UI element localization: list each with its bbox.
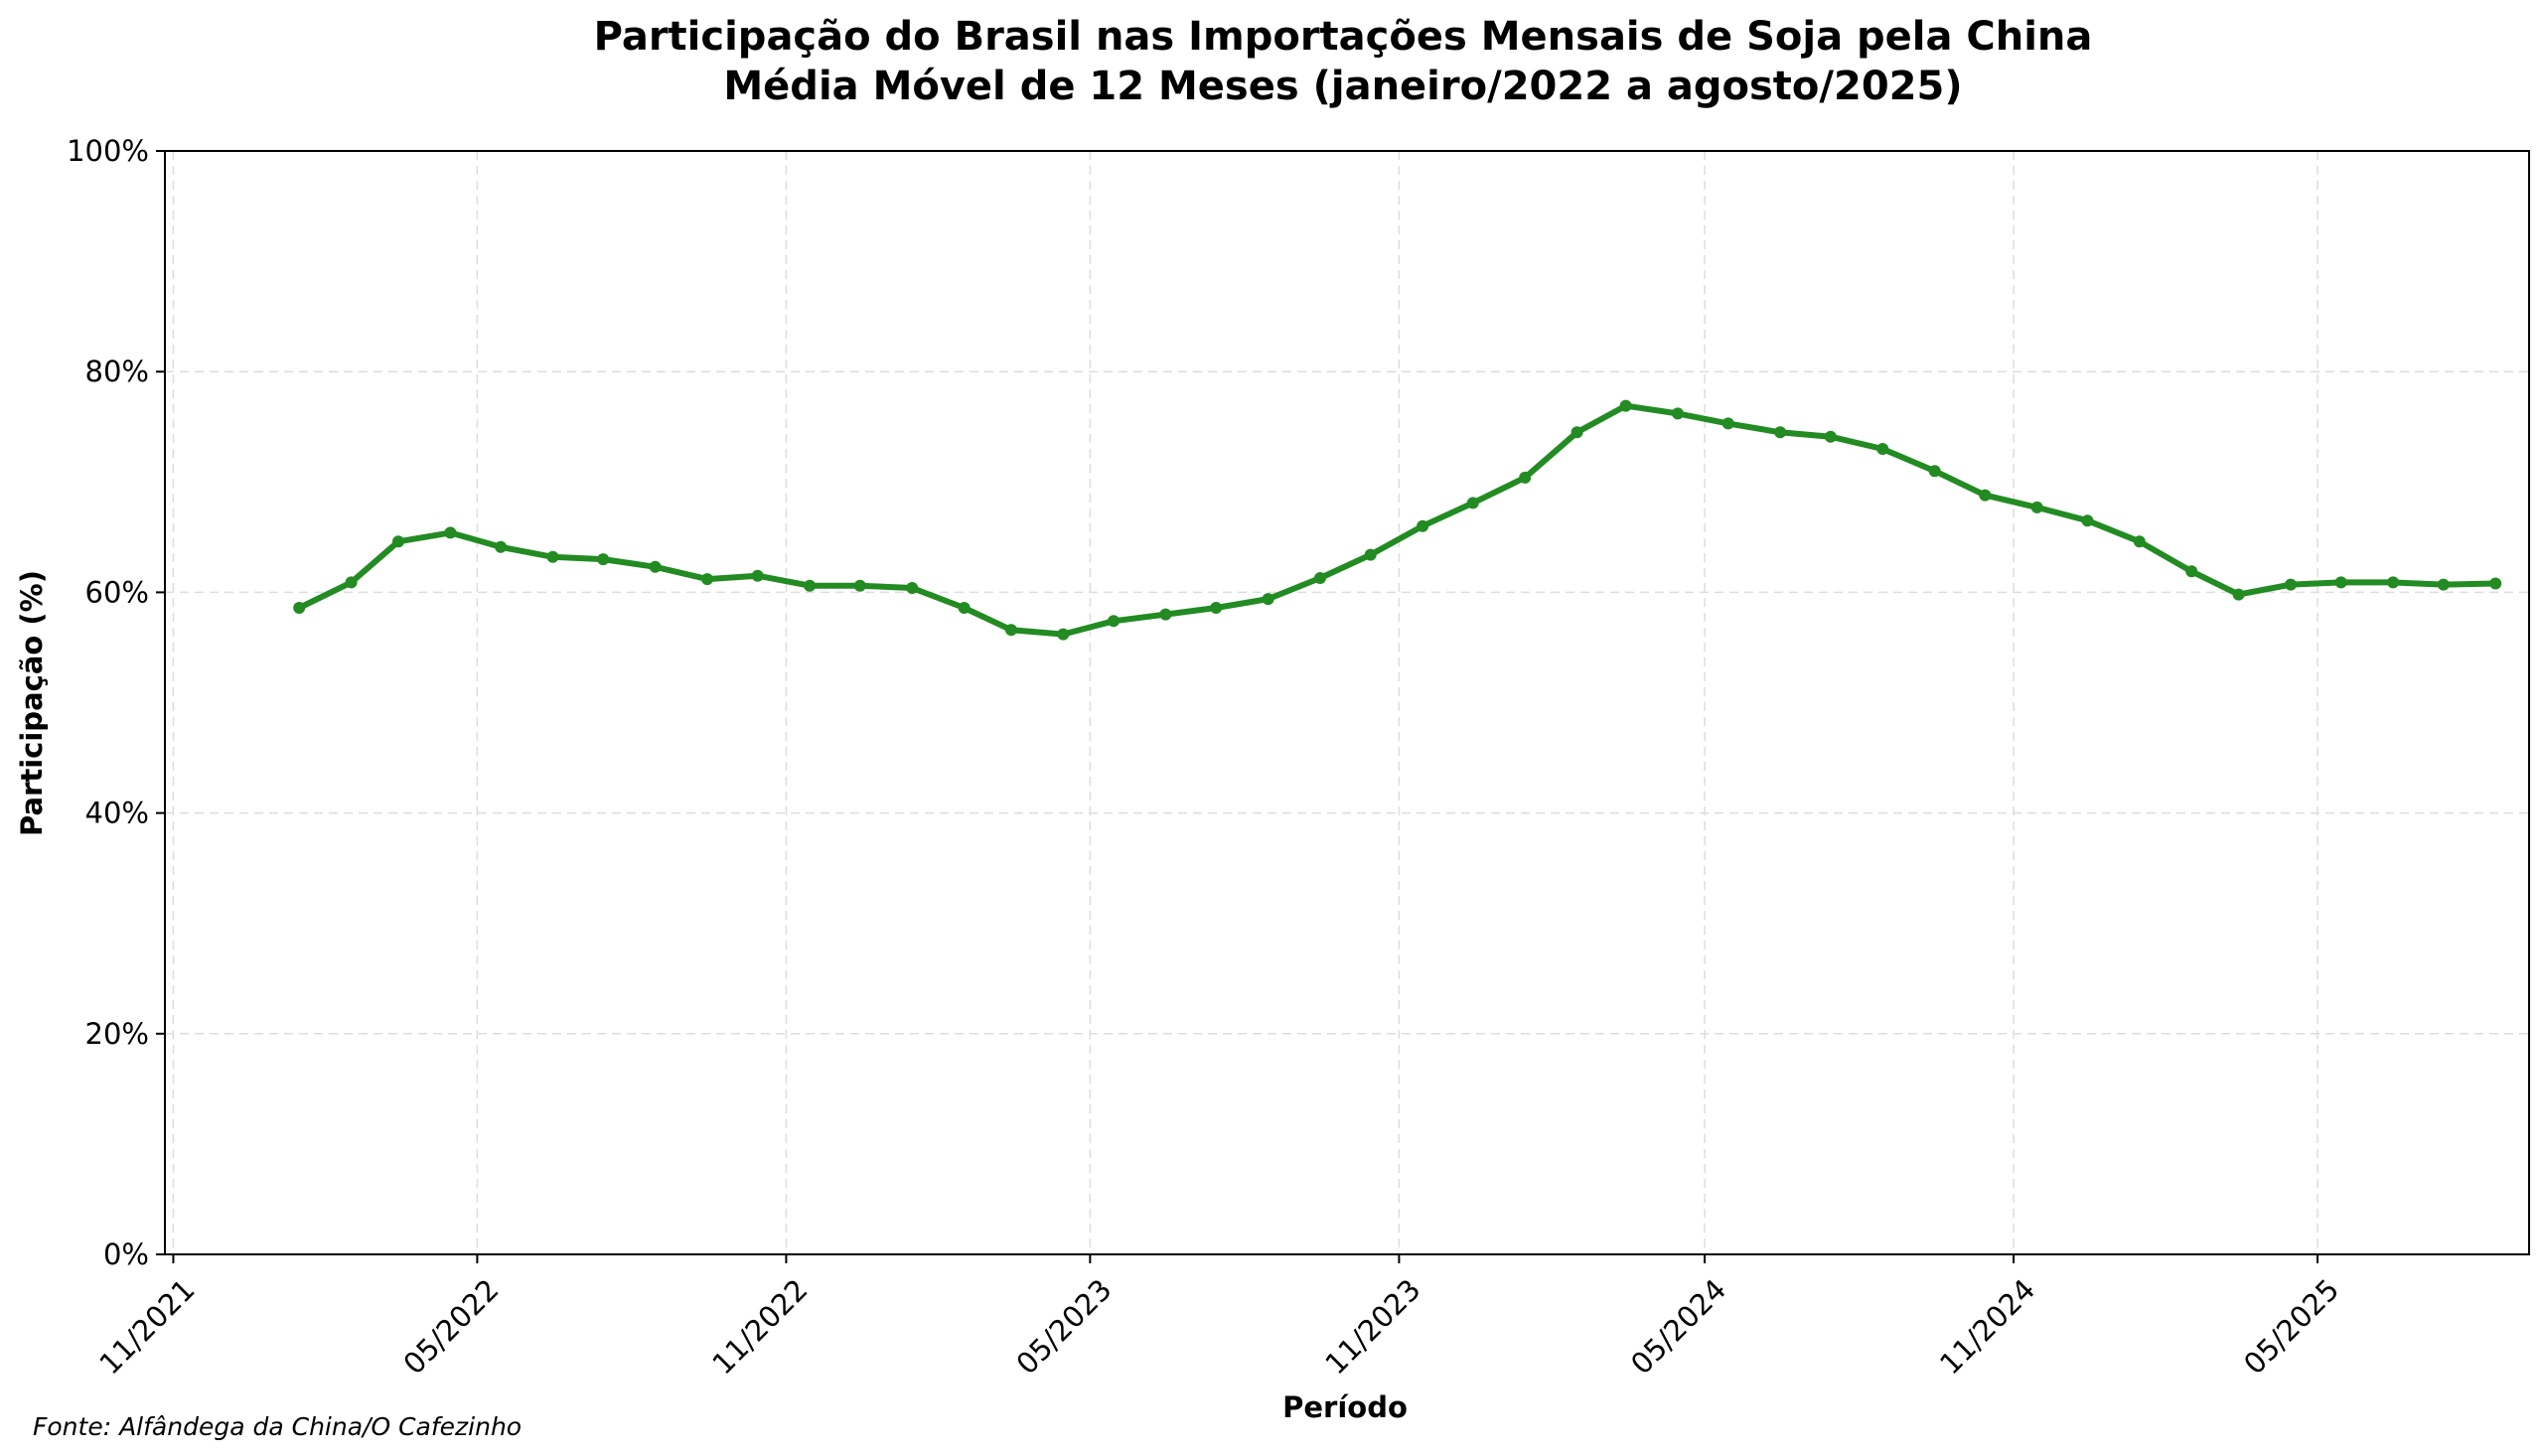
data-point <box>1108 615 1120 628</box>
x-tick-label: 11/2023 <box>1318 1272 1426 1381</box>
data-point <box>495 540 508 553</box>
data-point <box>293 602 306 614</box>
data-point <box>1721 417 1734 430</box>
data-point <box>1262 593 1274 606</box>
data-point <box>958 602 971 614</box>
x-tick-label: 05/2023 <box>1009 1272 1118 1381</box>
data-point <box>853 579 866 592</box>
data-point <box>701 573 713 586</box>
x-tick-label: 05/2022 <box>396 1272 505 1381</box>
data-point <box>2232 588 2245 601</box>
data-point <box>2133 535 2146 548</box>
data-point <box>1159 608 1172 621</box>
y-tick-label: 20% <box>85 1017 149 1051</box>
data-point <box>1004 624 1017 637</box>
data-point <box>1417 519 1429 532</box>
y-tick-label: 0% <box>103 1238 149 1271</box>
data-point <box>1314 572 1326 584</box>
y-tick-label: 100% <box>67 134 149 168</box>
chart-subtitle: Média Móvel de 12 Meses (janeiro/2022 a … <box>723 64 1962 109</box>
data-point <box>2185 565 2198 578</box>
data-point <box>1979 489 1992 502</box>
data-point <box>1619 399 1632 412</box>
data-point <box>546 550 559 563</box>
x-axis: 11/2021 05/2022 11/2022 05/2023 11/2023 05/20… <box>92 1254 2345 1381</box>
data-point <box>1057 628 1070 641</box>
plot-area-frame <box>164 150 2530 1255</box>
data-point <box>1928 465 1941 478</box>
data-point-group <box>293 399 2502 641</box>
x-tick-label: 11/2024 <box>1933 1272 2041 1381</box>
data-point <box>2081 514 2094 527</box>
grid <box>165 150 2529 1255</box>
data-point <box>597 553 610 566</box>
series-line-group <box>296 402 2499 638</box>
data-point <box>1774 426 1787 439</box>
y-tick-label: 60% <box>85 575 149 609</box>
data-point <box>1364 548 1377 561</box>
x-tick-label: 05/2024 <box>1624 1272 1732 1381</box>
x-tick-label: 11/2022 <box>705 1272 814 1381</box>
data-point <box>649 560 662 573</box>
y-axis-label: Participação (%) <box>15 570 49 836</box>
data-point <box>804 579 817 592</box>
data-point <box>2334 576 2347 589</box>
y-tick-label: 80% <box>85 355 149 388</box>
data-point <box>2285 578 2297 591</box>
data-point <box>1210 602 1223 614</box>
data-point <box>2437 578 2450 591</box>
y-axis: 0% 20% 40% 60% 80% 100% <box>67 134 165 1271</box>
data-point <box>1519 471 1532 484</box>
data-point <box>345 576 358 589</box>
source-note: Fonte: Alfândega da China/O Cafezinho <box>33 1412 522 1441</box>
data-point <box>906 582 919 594</box>
y-tick-label: 40% <box>85 797 149 830</box>
data-point <box>1571 426 1583 439</box>
data-point <box>1824 430 1837 443</box>
x-axis-label: Período <box>1282 1390 1408 1424</box>
data-point <box>2387 576 2400 589</box>
data-point <box>392 535 404 548</box>
x-tick-label: 05/2025 <box>2237 1272 2345 1381</box>
data-point <box>1466 497 1479 510</box>
data-point <box>1876 443 1889 455</box>
x-tick-label: 11/2021 <box>92 1272 201 1381</box>
data-point <box>2489 577 2502 590</box>
data-point <box>444 526 457 539</box>
data-point <box>751 569 764 582</box>
data-point <box>1672 407 1684 420</box>
chart-title: Participação do Brasil nas Importações M… <box>594 14 2093 60</box>
series-line <box>296 402 2499 638</box>
data-point <box>2030 501 2043 513</box>
